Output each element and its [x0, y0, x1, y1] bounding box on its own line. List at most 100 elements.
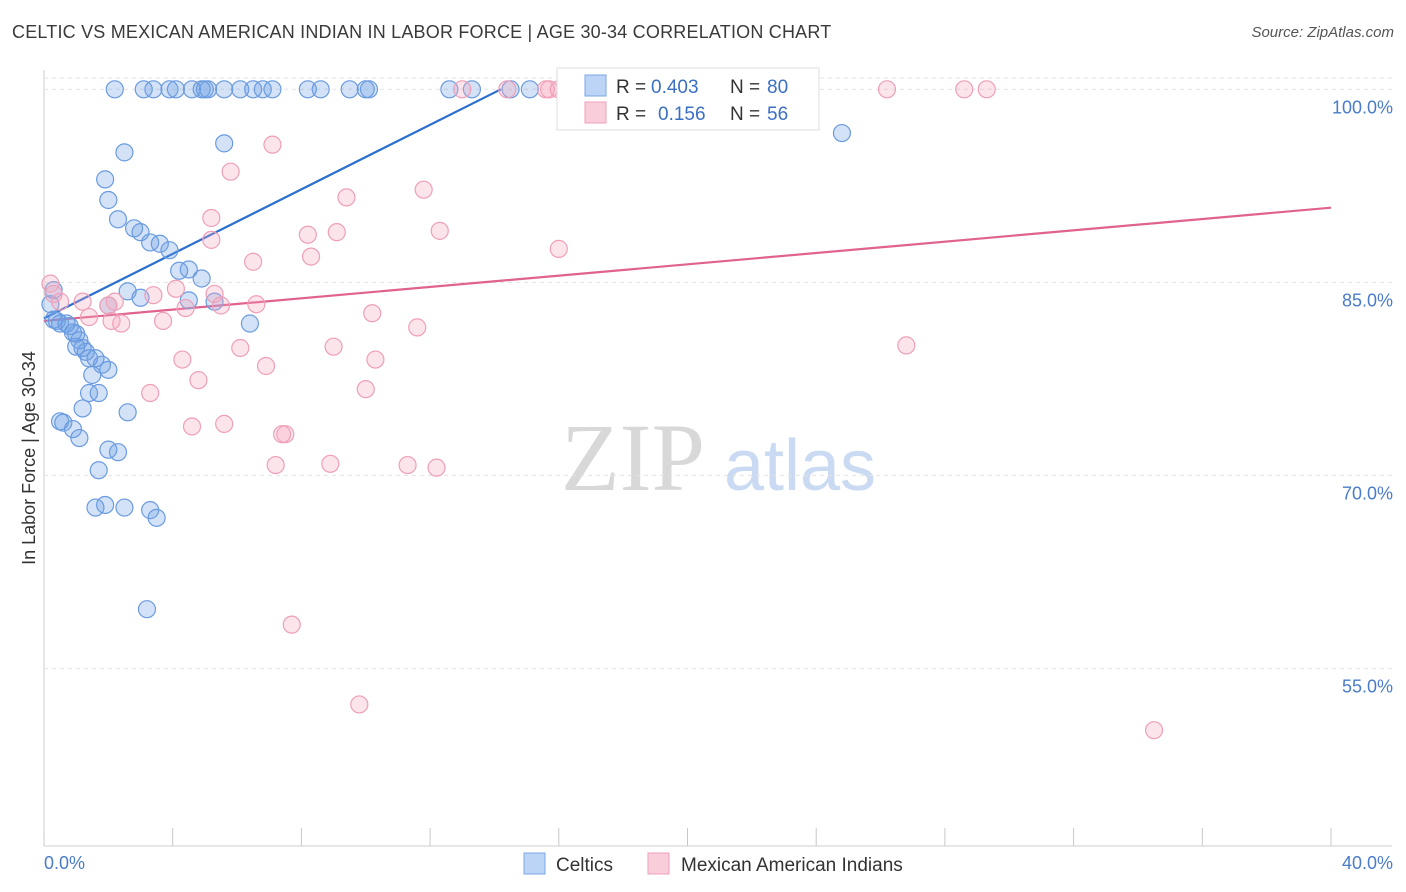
legend-swatch-celtic	[584, 74, 607, 97]
gridlines	[44, 77, 1392, 669]
point-celtic	[115, 498, 134, 517]
point-mexican	[41, 274, 60, 293]
point-mexican	[182, 417, 202, 436]
point-celtic	[832, 123, 852, 143]
point-celtic	[192, 269, 211, 288]
point-mexican	[414, 180, 433, 199]
point-celtic	[73, 399, 92, 418]
point-mexican	[977, 80, 996, 99]
x-tick-label-min: 0.0%	[44, 853, 85, 873]
point-celtic	[520, 80, 539, 99]
point-celtic	[253, 80, 272, 99]
trend-line-celtic	[43, 88, 502, 320]
legend-n-label-celtic: N =	[730, 77, 760, 98]
point-celtic	[63, 419, 83, 439]
legend-bottom-swatch-mexican	[647, 852, 670, 875]
point-mexican	[327, 223, 346, 242]
y-tick-label: 100.0%	[1332, 97, 1393, 117]
legend-bottom-label-celtic: Celtics	[556, 855, 613, 876]
point-celtic	[108, 443, 128, 462]
watermark-zip: ZIP	[561, 404, 705, 511]
legend-swatch-mexican	[584, 101, 607, 124]
point-celtic	[240, 314, 260, 333]
point-mexican	[176, 298, 195, 318]
point-mexican	[430, 221, 449, 240]
point-mexican	[301, 247, 321, 266]
legend-r-label-celtic: R =	[616, 77, 646, 98]
point-mexican	[321, 454, 340, 473]
point-mexican	[202, 208, 221, 228]
watermark-atlas: atlas	[724, 426, 876, 506]
point-mexican	[153, 311, 173, 331]
point-celtic	[311, 80, 330, 99]
point-mexican	[256, 356, 276, 376]
legend-r-value-celtic: 0.403	[651, 77, 699, 98]
point-celtic	[67, 337, 86, 356]
point-celtic	[99, 360, 118, 379]
point-mexican	[247, 295, 266, 314]
point-mexican	[50, 292, 70, 311]
point-celtic	[182, 80, 202, 99]
point-celtic	[83, 365, 102, 385]
trend-lines	[43, 88, 1332, 323]
point-mexican	[897, 336, 916, 355]
point-mexican	[272, 425, 292, 444]
point-celtic	[144, 80, 163, 99]
point-celtic	[96, 170, 115, 189]
stats-legend: R = 0.403 N = 80 R = 0.156 N = 56	[556, 67, 820, 131]
point-mexican	[221, 162, 240, 181]
point-mexican	[282, 615, 301, 634]
point-celtic	[137, 600, 157, 619]
point-celtic	[160, 80, 179, 99]
point-celtic	[231, 80, 250, 99]
point-celtic	[170, 261, 189, 280]
point-mexican	[298, 225, 317, 244]
point-mexican	[211, 296, 231, 315]
point-mexican	[366, 350, 385, 369]
y-axis-label: In Labor Force | Age 30-34	[19, 351, 39, 565]
point-mexican	[337, 188, 356, 207]
point-celtic	[108, 210, 128, 229]
legend-r-label-mexican: R =	[616, 104, 646, 125]
point-mexican	[79, 307, 99, 327]
point-mexican	[205, 284, 224, 304]
point-mexican	[356, 380, 375, 399]
point-celtic	[79, 383, 99, 403]
chart-title: CELTIC VS MEXICAN AMERICAN INDIAN IN LAB…	[12, 22, 832, 42]
point-celtic	[359, 80, 379, 99]
y-tick-labels: 55.0% 70.0% 85.0% 100.0%	[1332, 97, 1393, 696]
point-celtic	[150, 234, 169, 253]
point-celtic	[298, 80, 317, 99]
y-tick-label: 85.0%	[1342, 290, 1393, 310]
legend-n-label-mexican: N =	[730, 104, 760, 125]
point-mexican	[99, 296, 118, 315]
source-credit: Source: ZipAtlas.com	[1251, 24, 1394, 41]
point-mexican	[173, 350, 192, 369]
point-mexican	[244, 252, 263, 271]
point-celtic	[215, 134, 234, 153]
point-mexican	[549, 239, 568, 258]
y-tick-label: 55.0%	[1342, 676, 1393, 696]
point-celtic	[54, 413, 73, 432]
scatter-points	[41, 80, 1164, 740]
point-celtic	[440, 80, 459, 99]
point-mexican	[215, 414, 234, 433]
y-tick-label: 70.0%	[1342, 483, 1393, 503]
point-celtic	[244, 80, 263, 99]
point-mexican	[453, 80, 472, 99]
point-mexican	[266, 455, 285, 475]
point-celtic	[147, 508, 166, 527]
x-ticks	[43, 828, 1332, 846]
point-celtic	[215, 80, 234, 99]
point-mexican	[1144, 721, 1164, 740]
legend-bottom-swatch-celtic	[523, 852, 546, 875]
point-celtic	[198, 80, 218, 99]
point-mexican	[363, 304, 382, 323]
point-mexican	[112, 314, 131, 333]
point-celtic	[141, 233, 160, 252]
trend-line-mexican	[43, 206, 1332, 323]
point-mexican	[324, 337, 343, 356]
point-mexican	[427, 458, 446, 477]
point-mexican	[955, 80, 974, 99]
